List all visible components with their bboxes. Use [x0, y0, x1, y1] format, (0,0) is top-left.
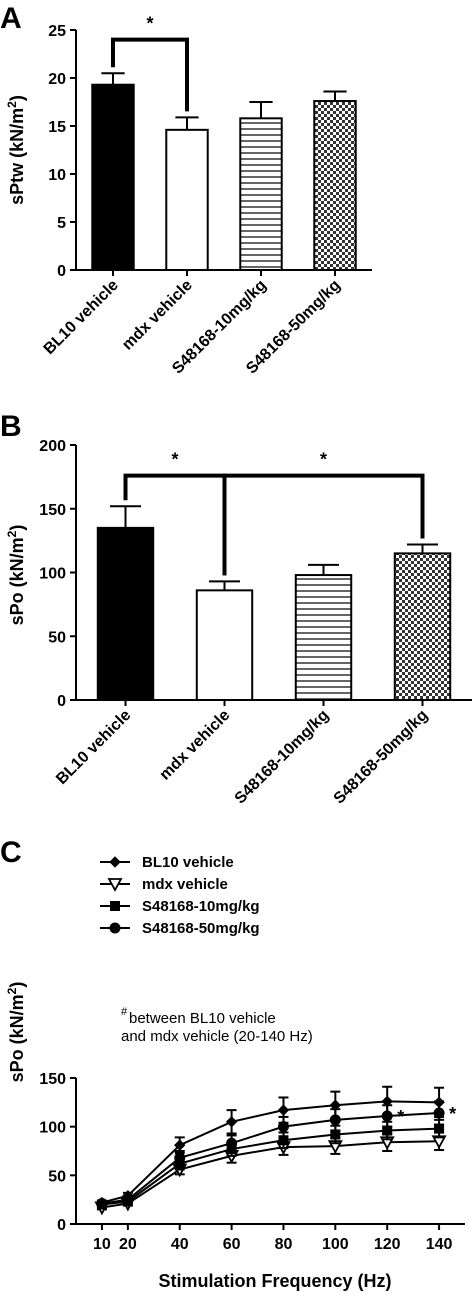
line-panel-c: 0 50 100 150 10 20 40 60 80 100 120 140 * * BL10 vehic… — [39, 854, 465, 1253]
data-point-diamond — [109, 856, 121, 868]
bar — [91, 83, 135, 271]
x-tick-label: 100 — [322, 1236, 349, 1253]
legend-label: BL10 vehicle — [142, 854, 234, 871]
panel-b-label: B — [0, 410, 22, 443]
data-point-circle — [174, 1152, 186, 1164]
series-line — [101, 1112, 440, 1205]
y-tick-label: 0 — [57, 1217, 66, 1234]
y-tick-label: 50 — [48, 1168, 66, 1185]
significance-bracket — [111, 37, 189, 112]
data-point-diamond — [277, 1104, 290, 1116]
legend-label: S48168-50mg/kg — [142, 920, 260, 937]
y-tick-label: 150 — [39, 502, 66, 519]
data-point-circle — [226, 1137, 238, 1149]
series-circle — [96, 1100, 445, 1210]
y-tick-label: 5 — [57, 215, 66, 232]
data-point-square — [330, 1129, 341, 1140]
x-tick-label: BL10 vehicle — [53, 707, 134, 788]
series-line — [101, 1127, 440, 1206]
series-line — [101, 1140, 440, 1209]
y-tick-label: 100 — [39, 566, 66, 583]
bar — [165, 128, 209, 271]
x-tick-label: 40 — [171, 1236, 189, 1253]
panel-c: C sPo (kN/m2) Stimulation Frequency (Hz)… — [0, 836, 392, 1291]
panel-b-y-axis-label: sPo (kN/m2) — [5, 525, 27, 626]
panel-c-y-axis-label: sPo (kN/m2) — [5, 982, 27, 1083]
data-point-circle — [109, 922, 121, 934]
bar — [96, 526, 155, 701]
bar — [195, 589, 254, 701]
data-point-square — [382, 1125, 393, 1136]
y-tick-label: 25 — [48, 23, 66, 40]
data-point-circle — [329, 1114, 341, 1126]
data-point-diamond — [225, 1116, 238, 1128]
data-point-square — [278, 1135, 289, 1146]
y-tick-label: 20 — [48, 71, 66, 88]
significance-star: * — [320, 450, 327, 470]
x-tick-label: 80 — [275, 1236, 293, 1253]
note-line-1: between BL10 vehicle — [129, 1010, 276, 1027]
legend-label: S48168-10mg/kg — [142, 898, 260, 915]
panel-a: A sPtw (kN/m2) — [0, 2, 27, 205]
data-point-square — [434, 1123, 445, 1134]
x-tick-label: mdx vehicle — [119, 277, 196, 354]
x-tick-label: BL10 vehicle — [41, 277, 122, 358]
bar — [313, 100, 357, 272]
x-tick-label: 120 — [374, 1236, 401, 1253]
bar — [239, 117, 283, 271]
y-tick-label: 150 — [39, 1071, 66, 1088]
y-tick-label: 15 — [48, 119, 66, 136]
data-point-square — [110, 901, 120, 911]
panel-c-label: C — [0, 836, 22, 869]
significance-star: * — [146, 14, 153, 34]
note-line-2: and mdx vehicle (20-140 Hz) — [121, 1028, 313, 1045]
x-tick-label: S48168-50mg/kg — [331, 707, 432, 808]
y-tick-label: 10 — [48, 167, 66, 184]
significance-star: * — [449, 1104, 456, 1124]
legend-label: mdx vehicle — [142, 876, 228, 893]
x-tick-label: 10 — [93, 1236, 111, 1253]
panel-b: B sPo (kN/m2) — [0, 410, 27, 625]
data-point-circle — [122, 1194, 134, 1206]
x-tick-label: 140 — [426, 1236, 453, 1253]
note-symbol: # — [121, 1006, 128, 1018]
significance-star: * — [397, 1107, 404, 1127]
panel-c-x-axis-label: Stimulation Frequency (Hz) — [158, 1271, 391, 1291]
series-line — [101, 1100, 440, 1204]
y-tick-label: 100 — [39, 1120, 66, 1137]
significance-star: * — [171, 450, 178, 470]
data-point-circle — [433, 1107, 445, 1119]
bar — [294, 574, 353, 701]
data-point-circle — [277, 1121, 289, 1133]
panel-c-note: # between BL10 vehicle and mdx vehicle (… — [121, 1006, 313, 1045]
y-tick-label: 0 — [57, 693, 66, 710]
series-square — [96, 1118, 445, 1210]
legend: BL10 vehicle mdx vehicle S48168-10mg/kg S48… — [100, 854, 260, 937]
x-tick-label: S48168-10mg/kg — [232, 707, 333, 808]
y-tick-label: 0 — [57, 263, 66, 280]
y-tick-label: 200 — [39, 438, 66, 455]
y-tick-label: 50 — [48, 629, 66, 646]
x-tick-label: 20 — [119, 1236, 137, 1253]
series-triangle-down — [94, 1131, 447, 1216]
data-point-circle — [381, 1110, 393, 1122]
x-tick-label: 60 — [223, 1236, 241, 1253]
x-tick-label: mdx vehicle — [157, 707, 234, 784]
bar — [393, 552, 452, 701]
data-point-triangle — [107, 878, 123, 892]
panel-a-label: A — [0, 2, 22, 35]
data-point-circle — [96, 1198, 108, 1210]
panel-a-y-axis-label: sPtw (kN/m2) — [5, 95, 27, 205]
significance-bracket — [222, 473, 425, 576]
